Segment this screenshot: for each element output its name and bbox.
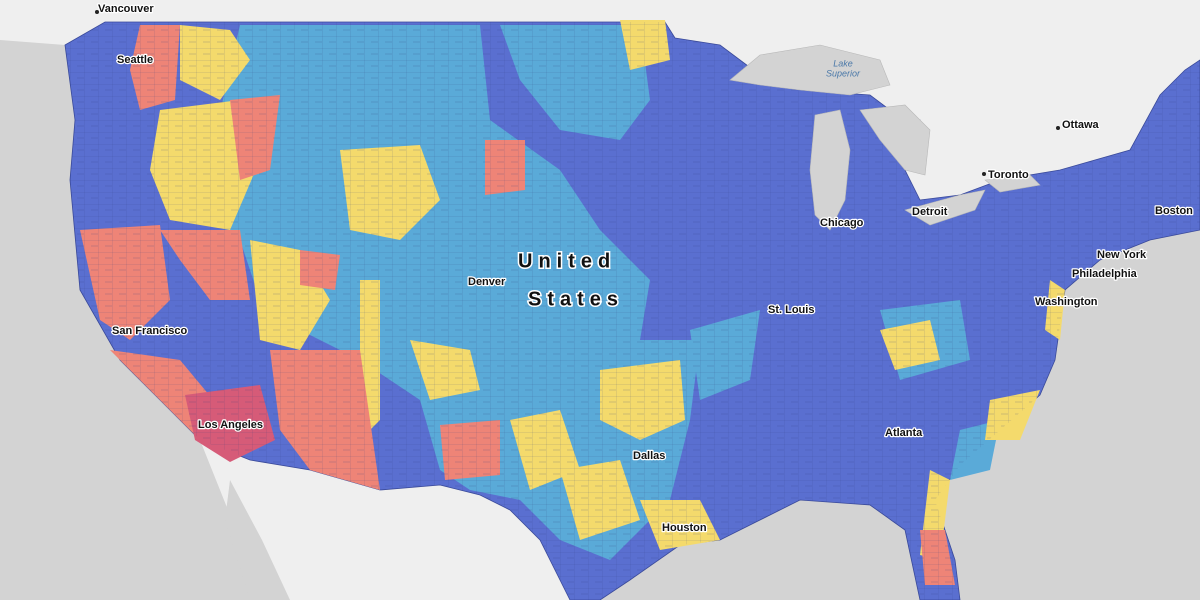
city-label: Denver <box>468 276 506 288</box>
city-label: Vancouver <box>98 3 154 15</box>
city-label: San Francisco <box>112 325 187 337</box>
city-label: St. Louis <box>768 304 814 316</box>
city-label: Boston <box>1155 205 1193 217</box>
city-label: Toronto <box>988 169 1029 181</box>
county-lines <box>65 22 1200 600</box>
city-label: Detroit <box>912 206 948 218</box>
city-label: Atlanta <box>885 427 923 439</box>
city-dot <box>982 172 986 176</box>
water-label: Superior <box>826 68 861 78</box>
city-label: Washington <box>1035 296 1098 308</box>
water-label: Lake <box>833 58 853 68</box>
great-lakes <box>729 44 1041 231</box>
country-label: United <box>518 250 616 272</box>
city-label: New York <box>1097 249 1147 261</box>
mexico-land <box>200 440 570 600</box>
city-label: Ottawa <box>1062 119 1100 131</box>
city-dot <box>1056 126 1060 130</box>
country-label: States <box>528 288 624 310</box>
city-label: Philadelphia <box>1072 268 1138 280</box>
city-label: Los Angeles <box>198 419 263 431</box>
city-label: Seattle <box>117 54 153 66</box>
baja-water <box>225 480 290 600</box>
labels: Vancouver Seattle Ottawa Toronto Boston Detro… <box>95 2 1194 535</box>
canada-land <box>0 0 1200 200</box>
city-label: Houston <box>662 522 707 534</box>
city-dot <box>95 10 99 14</box>
city-label: Chicago <box>820 217 864 229</box>
city-label: Dallas <box>633 450 665 462</box>
